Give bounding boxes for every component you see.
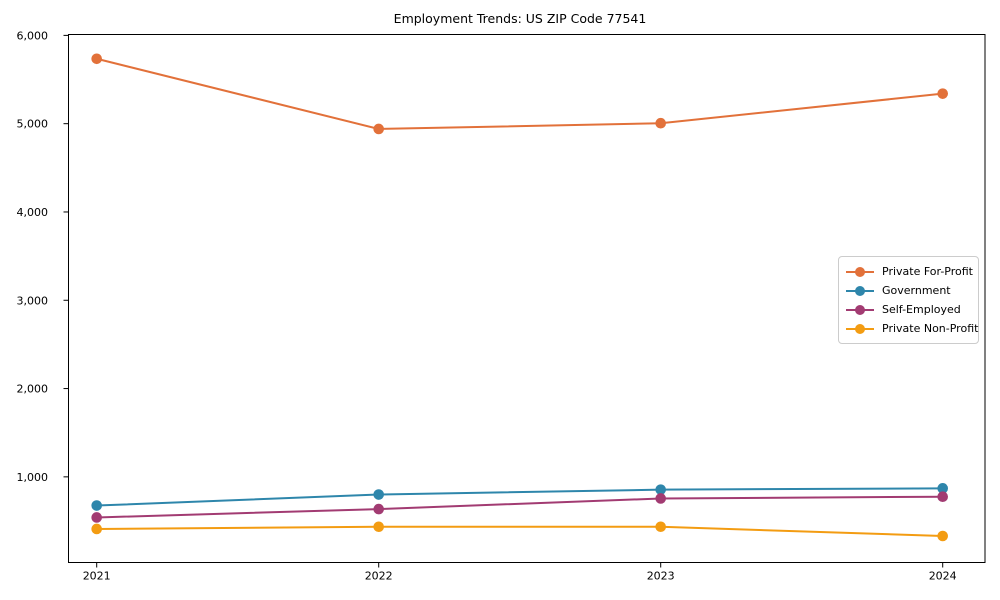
series-marker-private-for-profit [91,53,102,65]
legend-marker-icon [846,266,874,277]
legend-item-self-employed: Self-Employed [845,300,971,319]
series-marker-private-non-profit [937,530,948,542]
legend-item-private-non-profit: Private Non-Profit [845,319,978,338]
legend-label: Self-Employed [882,303,961,316]
series-marker-government [373,489,385,500]
y-tick-label: 4,000 [17,206,49,219]
y-tick-label: 5,000 [17,118,49,131]
series-marker-private-non-profit [655,521,666,533]
series-line-private-for-profit [96,57,943,130]
legend-label: Government [882,284,951,297]
series-marker-private-for-profit [373,123,385,135]
y-tick-label: 6,000 [17,29,49,42]
legend-item-government: Government [845,281,971,300]
series-line-government [96,487,943,507]
y-tick-label: 3,000 [17,294,49,307]
series-marker-government [937,483,948,494]
y-tick-label: 1,000 [17,471,49,484]
legend-marker-icon [846,285,874,296]
series-marker-self-employed [937,491,948,503]
legend-label: Private For-Profit [882,265,973,278]
series-marker-self-employed [655,493,666,504]
x-tick-label: 2022 [365,570,393,583]
x-tick-label: 2023 [647,570,675,583]
legend-label: Private Non-Profit [882,322,979,335]
legend-marker-icon [846,323,874,334]
series-marker-private-for-profit [937,88,948,99]
chart-title: Employment Trends: US ZIP Code 77541 [393,11,647,26]
axes-box [68,34,986,563]
legend-marker-icon [846,304,874,315]
series-line-private-non-profit [96,525,943,538]
series-marker-private-non-profit [91,523,102,535]
x-tick-label: 2021 [83,570,111,583]
legend: Private For-Profit Government Self-Employe… [838,256,979,344]
series-marker-private-non-profit [373,521,385,533]
series-marker-private-for-profit [655,117,666,129]
series-line-self-employed [96,495,943,519]
y-tick-label: 2,000 [17,383,49,396]
x-tick-label: 2024 [929,570,957,583]
legend-item-private-for-profit: Private For-Profit [845,262,973,281]
series-marker-self-employed [91,512,102,523]
series-marker-government [655,484,666,495]
series-marker-government [91,500,102,511]
series-marker-self-employed [373,503,385,515]
